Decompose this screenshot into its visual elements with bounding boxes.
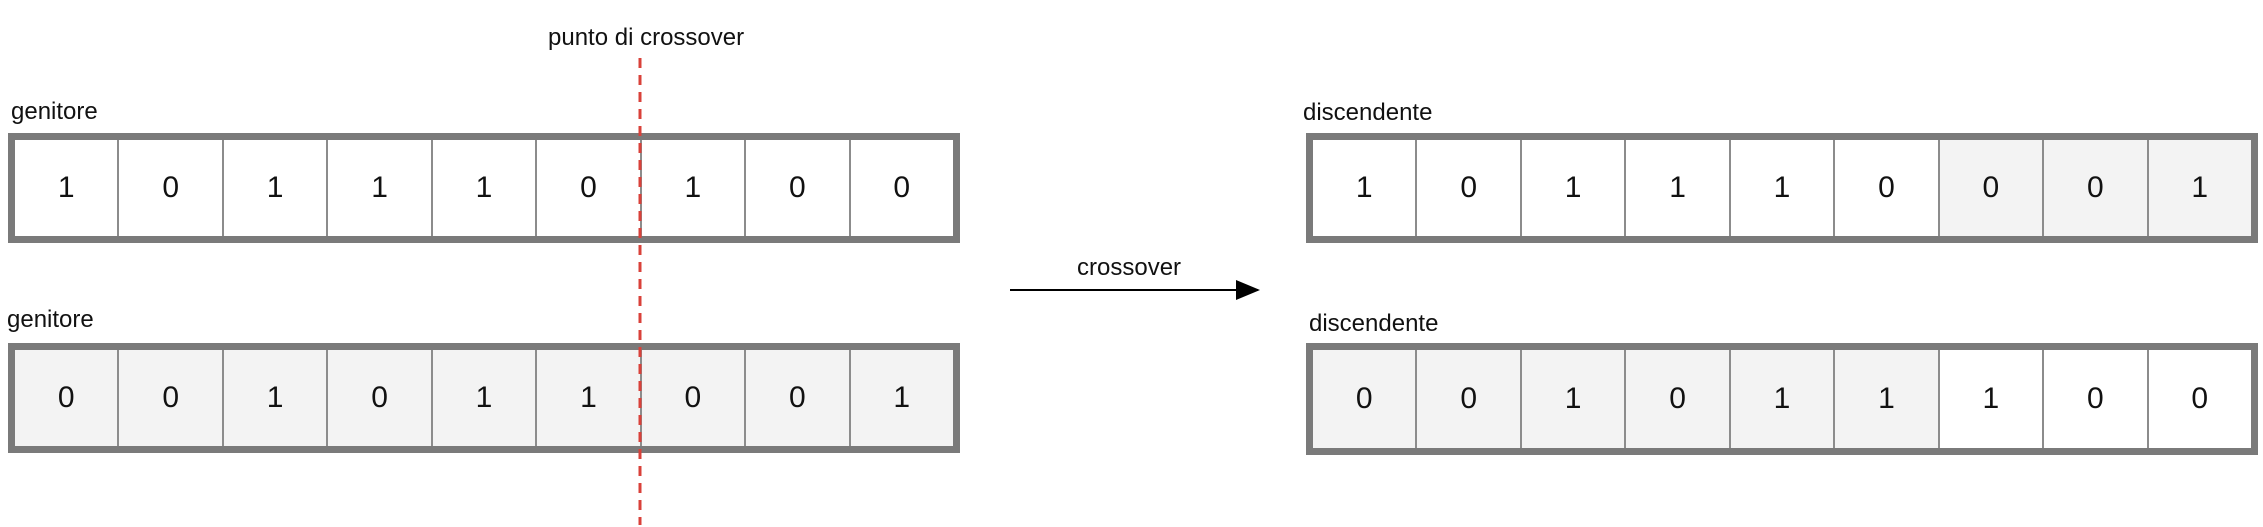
offspring-2-gene-4: 0 <box>1624 350 1729 448</box>
offspring-1-gene-1: 1 <box>1313 140 1416 236</box>
crossover-arrow-label: crossover <box>1077 254 1182 281</box>
parent-2-gene-5: 1 <box>430 350 536 446</box>
offspring-1-gene-4: 1 <box>1624 140 1729 236</box>
parent-1-gene-4: 1 <box>326 140 431 236</box>
parent-2-gene-7: 0 <box>639 350 745 446</box>
parent-2-gene-3: 1 <box>221 350 327 446</box>
offspring-2-gene-7: 1 <box>1937 350 2043 448</box>
parent-1-gene-7: 1 <box>639 140 745 236</box>
offspring-1-label: discendente <box>1303 99 1433 126</box>
parent-1-label: genitore <box>11 98 98 125</box>
parent-1-gene-1: 1 <box>15 140 118 236</box>
offspring-1-gene-6: 0 <box>1833 140 1938 236</box>
parent-1-gene-9: 0 <box>848 140 953 236</box>
parent-2-gene-8: 0 <box>744 350 849 446</box>
offspring-2-gene-6: 1 <box>1833 350 1938 448</box>
parent-2-gene-2: 0 <box>117 350 222 446</box>
parent-2-label: genitore <box>7 306 94 333</box>
parent-1-gene-8: 0 <box>744 140 849 236</box>
offspring-1-gene-8: 0 <box>2042 140 2147 236</box>
offspring-2-gene-5: 1 <box>1728 350 1834 448</box>
crossover-point-label: punto di crossover <box>548 24 745 51</box>
offspring-2-gene-1: 0 <box>1313 350 1416 448</box>
parent-1-gene-2: 0 <box>117 140 222 236</box>
parent-2-gene-9: 1 <box>848 350 953 446</box>
parent-1-gene-3: 1 <box>221 140 327 236</box>
parent-2-gene-6: 1 <box>535 350 640 446</box>
offspring-2-gene-2: 0 <box>1415 350 1520 448</box>
offspring-2-gene-8: 0 <box>2042 350 2147 448</box>
parent-2-gene-1: 0 <box>15 350 118 446</box>
offspring-1-gene-7: 0 <box>1937 140 2043 236</box>
parent-1-gene-5: 1 <box>430 140 536 236</box>
offspring-2-gene-3: 1 <box>1519 350 1625 448</box>
offspring-1-gene-5: 1 <box>1728 140 1834 236</box>
parent-2-gene-4: 0 <box>326 350 431 446</box>
parent-1-gene-6: 0 <box>535 140 640 236</box>
offspring-2-label: discendente <box>1309 310 1439 337</box>
offspring-1-gene-3: 1 <box>1519 140 1625 236</box>
offspring-2-gene-9: 0 <box>2146 350 2251 448</box>
offspring-1-gene-2: 0 <box>1415 140 1520 236</box>
offspring-1-gene-9: 1 <box>2146 140 2251 236</box>
